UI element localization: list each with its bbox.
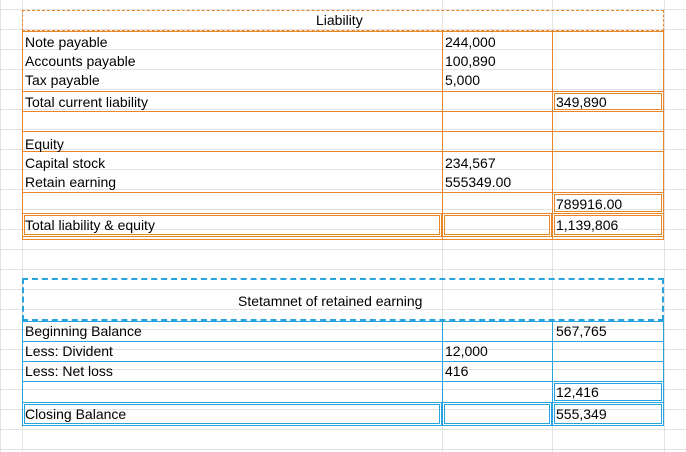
- cell-accounts-payable-label[interactable]: Accounts payable: [25, 53, 136, 69]
- cell-less-divident-amount[interactable]: 12,000: [445, 343, 488, 359]
- cell-tax-payable-label[interactable]: Tax payable: [25, 72, 100, 88]
- cell-beginning-balance-label[interactable]: Beginning Balance: [25, 323, 142, 339]
- cell-less-net-loss-label[interactable]: Less: Net loss: [25, 363, 113, 379]
- cell-capital-stock-amount[interactable]: 234,567: [445, 155, 496, 171]
- cell-closing-balance-amount-box[interactable]: [442, 402, 552, 426]
- cell-total-liability-equity-total-box[interactable]: [552, 213, 664, 237]
- cell-accounts-payable-amount[interactable]: 100,890: [445, 53, 496, 69]
- liability-table: [22, 31, 664, 240]
- cell-closing-balance-total[interactable]: 555,349: [556, 406, 607, 422]
- cell-total-current-liability-box[interactable]: [552, 91, 664, 112]
- cell-less-net-loss-amount[interactable]: 416: [445, 363, 469, 379]
- cell-equity-label[interactable]: Equity: [25, 136, 64, 152]
- retained-title-cell[interactable]: [22, 278, 664, 321]
- cell-note-payable-amount[interactable]: 244,000: [445, 34, 496, 50]
- liability-title-cell[interactable]: [22, 10, 664, 31]
- cell-closing-balance-label-box[interactable]: [22, 402, 442, 426]
- cell-note-payable-label[interactable]: Note payable: [25, 34, 108, 50]
- cell-deductions-subtotal-box[interactable]: [552, 381, 664, 403]
- liability-title: Liability: [316, 12, 363, 28]
- cell-total-liability-equity-label-box[interactable]: [22, 213, 442, 237]
- cell-less-divident-label[interactable]: Less: Divident: [25, 343, 113, 359]
- cell-equity-subtotal[interactable]: 789916.00: [556, 196, 623, 212]
- cell-equity-subtotal-box[interactable]: [552, 192, 664, 214]
- cell-capital-stock-label[interactable]: Capital stock: [25, 155, 106, 171]
- cell-closing-balance-label[interactable]: Closing Balance: [25, 406, 127, 422]
- cell-deductions-subtotal[interactable]: 12,416: [556, 384, 599, 400]
- cell-retain-earning-label[interactable]: Retain earning: [25, 174, 117, 190]
- cell-closing-balance-total-box[interactable]: [552, 402, 664, 426]
- cell-retain-earning-amount[interactable]: 555349.00: [445, 174, 512, 190]
- cell-total-liability-equity-label[interactable]: Total liability & equity: [25, 217, 155, 233]
- cell-tax-payable-amount[interactable]: 5,000: [445, 72, 481, 88]
- cell-beginning-balance-total[interactable]: 567,765: [556, 323, 607, 339]
- retained-title: Stetamnet of retained earning: [238, 293, 423, 309]
- cell-total-liability-equity-amount-box[interactable]: [442, 213, 552, 237]
- cell-total-current-liability-total[interactable]: 349,890: [556, 94, 607, 110]
- cell-total-liability-equity-total[interactable]: 1,139,806: [556, 217, 619, 233]
- cell-total-current-liability-label[interactable]: Total current liability: [25, 94, 148, 110]
